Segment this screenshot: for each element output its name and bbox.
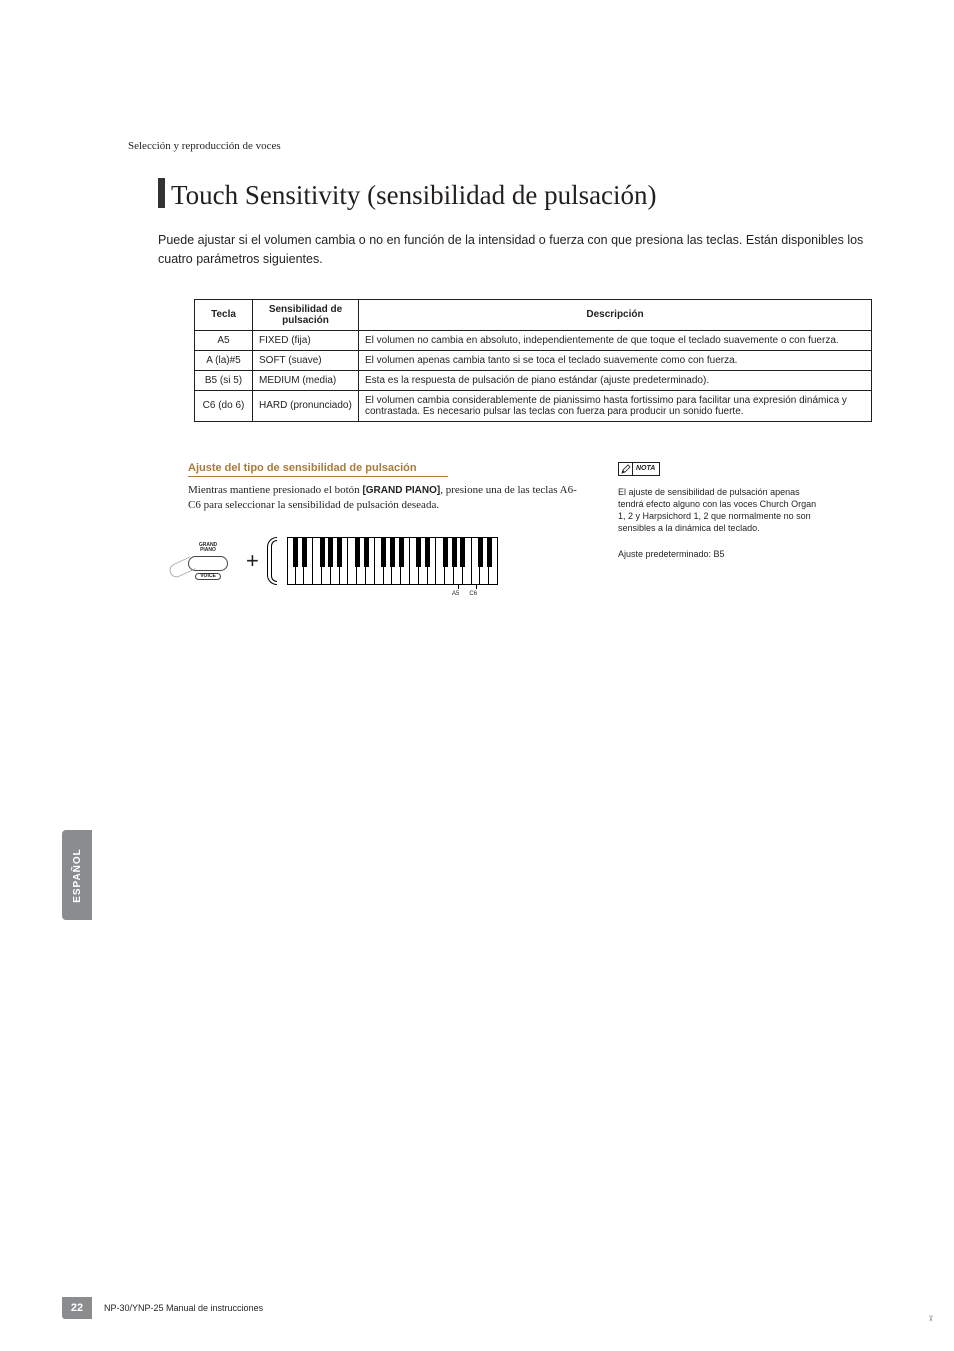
black-key [337,537,342,567]
sensitivity-table: Tecla Sensibilidad de pulsación Descripc… [194,299,872,422]
table-row: B5 (si 5) MEDIUM (media) Esta es la resp… [195,370,872,390]
black-key [364,537,369,567]
keyboard-diagram: A5C6 [277,537,498,585]
nota-body: El ajuste de sensibilidad de pulsación a… [618,486,818,535]
page-title: Touch Sensitivity (sensibilidad de pulsa… [171,180,657,211]
cell-desc: El volumen no cambia en absoluto, indepe… [359,330,872,350]
side-column: NOTA El ajuste de sensibilidad de pulsac… [618,462,818,586]
cell-key: B5 (si 5) [195,370,253,390]
cell-desc: El volumen apenas cambia tanto si se toc… [359,350,872,370]
table-row: A5 FIXED (fija) El volumen no cambia en … [195,330,872,350]
black-key [381,537,386,567]
plus-icon: + [246,548,259,574]
main-column: Ajuste del tipo de sensibilidad de pulsa… [188,462,588,586]
voice-label: VOICE [195,573,221,581]
keyboard-edge-icon [267,535,281,589]
subtext-bold: [GRAND PIANO] [362,485,440,496]
black-key [399,537,404,567]
black-key [460,537,465,567]
crop-mark-icon: ✂ [926,1315,935,1322]
cell-sens: MEDIUM (media) [253,370,359,390]
cell-sens: SOFT (suave) [253,350,359,370]
cell-key: C6 (do 6) [195,390,253,421]
black-key [416,537,421,567]
table-row: A (la)#5 SOFT (suave) El volumen apenas … [195,350,872,370]
cell-key: A (la)#5 [195,350,253,370]
black-key [302,537,307,567]
table-row: C6 (do 6) HARD (pronunciado) El volumen … [195,390,872,421]
nota-default: Ajuste predeterminado: B5 [618,548,818,560]
black-key [390,537,395,567]
table-header-row: Tecla Sensibilidad de pulsación Descripc… [195,299,872,330]
black-key [452,537,457,567]
black-key [320,537,325,567]
black-key [328,537,333,567]
button-oval-icon [188,556,228,571]
cell-desc: El volumen cambia considerablemente de p… [359,390,872,421]
intro-text: Puede ajustar si el volumen cambia o no … [128,231,894,269]
title-row: Touch Sensitivity (sensibilidad de pulsa… [128,174,894,211]
cell-sens: HARD (pronunciado) [253,390,359,421]
cell-sens: FIXED (fija) [253,330,359,350]
black-key [425,537,430,567]
key-labels: A5 C6 [452,591,477,597]
page-number: 22 [62,1297,92,1319]
black-key [487,537,492,567]
th-sens: Sensibilidad de pulsación [253,299,359,330]
th-desc: Descripción [359,299,872,330]
black-key [478,537,483,567]
black-key [443,537,448,567]
language-tab: ESPAÑOL [62,830,92,920]
subtext: Mientras mantiene presionado el botón [G… [188,483,588,514]
btn-label-line2: PIANO [188,548,228,554]
diagram-row: GRAND PIANO VOICE + A5C6 [188,537,588,585]
tick-c6 [476,585,477,589]
footer: 22 NP-30/YNP-25 Manual de instrucciones [62,1297,263,1319]
cell-key: A5 [195,330,253,350]
label-a5: A5 [452,591,459,597]
nota-badge: NOTA [618,462,660,476]
tick-a5 [458,585,459,589]
grand-piano-button-diagram: GRAND PIANO VOICE [188,543,228,581]
black-key [355,537,360,567]
language-tab-label: ESPAÑOL [72,848,83,903]
pencil-icon [619,463,633,475]
label-c6: C6 [469,591,477,597]
breadcrumb: Selección y reproducción de voces [128,140,894,152]
subtext-pre: Mientras mantiene presionado el botón [188,484,362,496]
black-key [293,537,298,567]
cell-desc: Esta es la respuesta de pulsación de pia… [359,370,872,390]
title-bar-icon [158,178,165,208]
subheading: Ajuste del tipo de sensibilidad de pulsa… [188,462,448,477]
nota-label: NOTA [636,464,655,473]
th-key: Tecla [195,299,253,330]
manual-title: NP-30/YNP-25 Manual de instrucciones [104,1303,263,1313]
